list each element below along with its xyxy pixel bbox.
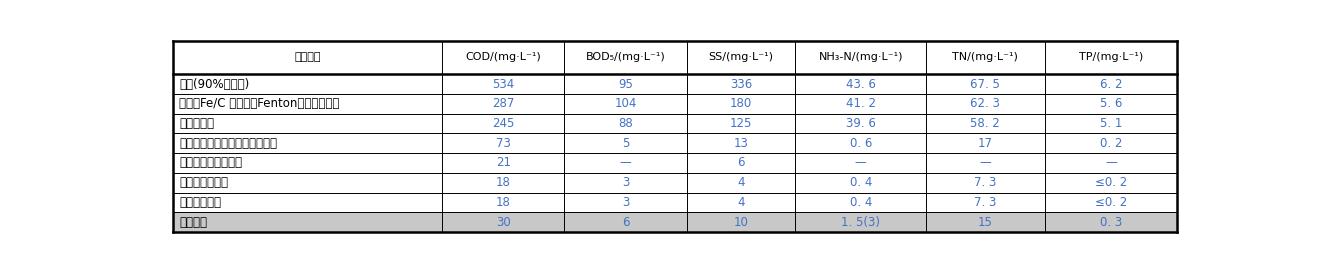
Text: —: — (855, 156, 867, 170)
Text: 88: 88 (619, 117, 633, 130)
Text: 接触消毒出水: 接触消毒出水 (179, 196, 221, 209)
Text: 0. 2: 0. 2 (1100, 137, 1122, 150)
Text: 21: 21 (495, 156, 511, 170)
Text: 处理单元: 处理单元 (294, 52, 320, 62)
Text: ≤0. 2: ≤0. 2 (1094, 196, 1127, 209)
Text: COD/(mg·L⁻¹): COD/(mg·L⁻¹) (465, 52, 541, 62)
Text: 67. 5: 67. 5 (971, 77, 1000, 90)
Text: 10: 10 (734, 216, 748, 229)
Text: 反确化深床滤池: 反确化深床滤池 (179, 176, 228, 189)
Text: 17: 17 (977, 137, 993, 150)
Text: ≤0. 2: ≤0. 2 (1094, 176, 1127, 189)
Text: 58. 2: 58. 2 (971, 117, 1000, 130)
Text: —: — (980, 156, 992, 170)
Text: 格栊＋Fe/C 微电解＋Fenton＋平流沉淤池: 格栊＋Fe/C 微电解＋Fenton＋平流沉淤池 (179, 97, 340, 110)
Text: 6. 2: 6. 2 (1100, 77, 1122, 90)
Text: 0. 6: 0. 6 (849, 137, 872, 150)
Text: 18: 18 (495, 176, 511, 189)
Text: 7. 3: 7. 3 (975, 196, 997, 209)
Text: 336: 336 (730, 77, 752, 90)
Text: 5: 5 (622, 137, 630, 150)
Text: 排放标准: 排放标准 (179, 216, 207, 229)
Text: 245: 245 (493, 117, 515, 130)
Text: 1. 5(3): 1. 5(3) (842, 216, 880, 229)
Text: 95: 95 (618, 77, 633, 90)
Text: 0. 4: 0. 4 (849, 176, 872, 189)
Text: BOD₅/(mg·L⁻¹): BOD₅/(mg·L⁻¹) (586, 52, 665, 62)
Text: 6: 6 (622, 216, 630, 229)
Text: 0. 3: 0. 3 (1100, 216, 1122, 229)
Text: 18: 18 (495, 196, 511, 209)
Text: SS/(mg·L⁻¹): SS/(mg·L⁻¹) (709, 52, 774, 62)
Text: 5. 6: 5. 6 (1100, 97, 1122, 110)
Text: 6: 6 (738, 156, 745, 170)
Text: 125: 125 (730, 117, 752, 130)
Text: 30: 30 (495, 216, 511, 229)
Text: 104: 104 (615, 97, 637, 110)
Text: 534: 534 (493, 77, 515, 90)
Text: —: — (1105, 156, 1117, 170)
Text: NH₃-N/(mg·L⁻¹): NH₃-N/(mg·L⁻¹) (819, 52, 903, 62)
Text: 3: 3 (622, 196, 630, 209)
Text: 臭氧＋曝气生物滤池: 臭氧＋曝气生物滤池 (179, 156, 242, 170)
Text: 生物池＋二沉池＋磁混凝沉淤池: 生物池＋二沉池＋磁混凝沉淤池 (179, 137, 277, 150)
Text: 3: 3 (622, 176, 630, 189)
Text: 水解酸化池: 水解酸化池 (179, 117, 213, 130)
Text: 15: 15 (977, 216, 993, 229)
Text: 7. 3: 7. 3 (975, 176, 997, 189)
Text: 39. 6: 39. 6 (846, 117, 876, 130)
Text: 43. 6: 43. 6 (846, 77, 876, 90)
Text: 180: 180 (730, 97, 752, 110)
Text: 13: 13 (734, 137, 748, 150)
Text: 0. 4: 0. 4 (849, 196, 872, 209)
Text: 4: 4 (738, 176, 745, 189)
Text: TP/(mg·L⁻¹): TP/(mg·L⁻¹) (1079, 52, 1143, 62)
Text: 73: 73 (495, 137, 511, 150)
Text: 287: 287 (493, 97, 515, 110)
Text: TN/(mg·L⁻¹): TN/(mg·L⁻¹) (952, 52, 1018, 62)
Text: 4: 4 (738, 196, 745, 209)
Text: 进水(90%保证率): 进水(90%保证率) (179, 77, 249, 90)
Text: 62. 3: 62. 3 (971, 97, 1000, 110)
Text: 41. 2: 41. 2 (846, 97, 876, 110)
Text: —: — (620, 156, 632, 170)
Text: 5. 1: 5. 1 (1100, 117, 1122, 130)
Bar (173, 212, 1177, 232)
